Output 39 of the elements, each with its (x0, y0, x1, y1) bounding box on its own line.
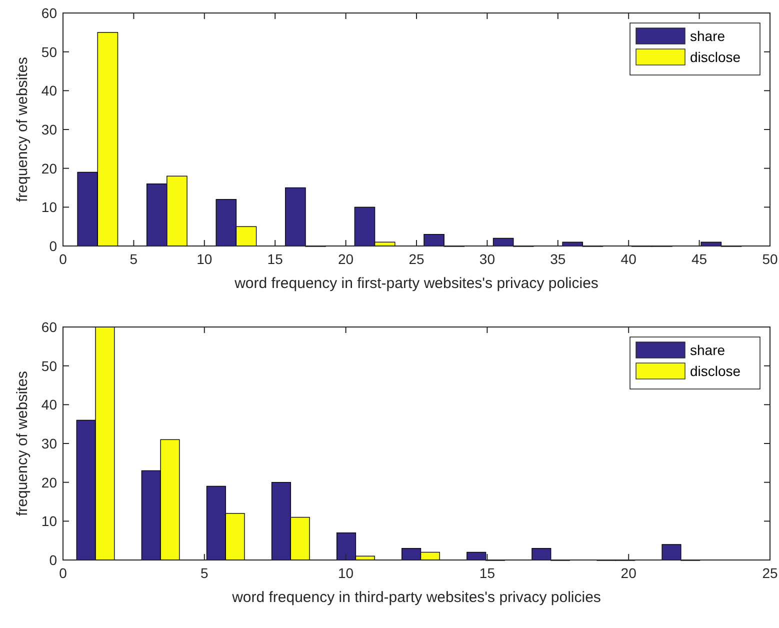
y-tick-label: 20 (41, 160, 58, 176)
x-tick-label: 5 (200, 565, 208, 581)
x-tick-label: 0 (59, 565, 68, 581)
y-tick-label: 30 (41, 122, 58, 138)
y-tick-label: 10 (41, 199, 58, 216)
y-tick-label: 50 (41, 358, 58, 374)
y-tick-label: 0 (49, 238, 58, 254)
y-tick-label: 0 (49, 552, 58, 568)
x-tick-label: 15 (267, 251, 284, 267)
x-tick-label: 20 (338, 251, 354, 267)
y-tick-label: 10 (41, 513, 58, 530)
y-axis-title: frequency of websites (14, 56, 31, 202)
y-axis-title: frequency of websites (14, 370, 31, 516)
x-tick-label: 25 (762, 565, 778, 581)
x-tick-label: 10 (338, 565, 354, 581)
y-tick-label: 40 (41, 396, 58, 413)
x-tick-label: 30 (479, 251, 496, 267)
legend-label: share (690, 342, 726, 358)
x-tick-label: 35 (550, 251, 566, 267)
y-tick-label: 30 (41, 436, 58, 452)
y-tick-label: 40 (41, 82, 58, 99)
legend-label: disclose (690, 49, 741, 65)
x-tick-label: 50 (762, 251, 778, 267)
legend-label: share (690, 28, 726, 44)
x-tick-label: 0 (59, 251, 68, 267)
x-tick-label: 5 (130, 251, 138, 267)
x-axis-title: word frequency in third-party websites's privacy policies (231, 589, 601, 606)
x-tick-label: 10 (196, 251, 212, 267)
x-tick-label: 20 (620, 565, 637, 581)
y-tick-label: 20 (41, 474, 58, 490)
x-tick-label: 45 (692, 251, 708, 267)
legend-label: disclose (690, 363, 741, 379)
x-tick-label: 15 (479, 565, 496, 581)
y-tick-label: 60 (41, 319, 58, 335)
y-tick-label: 60 (41, 5, 58, 21)
x-tick-label: 40 (620, 251, 637, 267)
y-tick-label: 50 (41, 44, 58, 60)
x-axis-title: word frequency in first-party websites's privacy policies (234, 275, 598, 292)
x-tick-label: 25 (408, 251, 424, 267)
